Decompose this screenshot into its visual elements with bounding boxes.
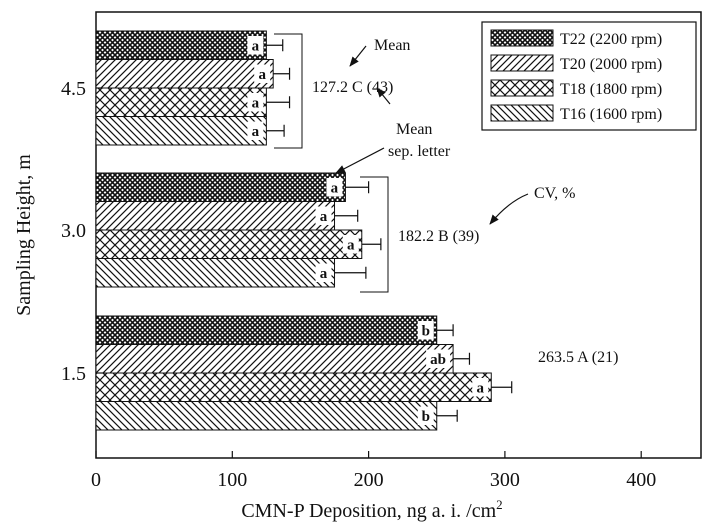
annotation-mean-arrow [349, 45, 367, 67]
x-tick-label-300: 300 [490, 469, 520, 491]
group-summary-3.0: 182.2 B (39) [398, 228, 479, 245]
sep-letter-4.5-series-2: a [258, 67, 266, 83]
bar-4.5-series-4 [95, 116, 267, 146]
annotation-arrow-to-mean [376, 87, 391, 105]
letter-box-4.5-series-2 [254, 64, 271, 83]
group-summary-4.5: 127.2 C (43) [312, 79, 393, 96]
annotation-mean: Mean [374, 37, 410, 54]
sep-letter-1.5-series-3: a [477, 380, 485, 396]
x-axis-title: CMN-P Deposition, ng a. i. /cm2 [241, 497, 502, 522]
annotation-mean-sep-letter: Mean sep. letter [388, 121, 451, 160]
letter-box-1.5-series-3 [472, 378, 489, 397]
letter-box-3.0-series-1 [326, 178, 343, 197]
x-tick-label-100: 100 [217, 469, 247, 491]
y-axis-title: Sampling Height, m [13, 154, 35, 316]
y-tick-label-4.5: 4.5 [61, 78, 86, 100]
bar-4.5-series-2 [95, 59, 274, 89]
group-bracket-4.5 [274, 33, 303, 149]
sep-letter-3.0-series-3: a [347, 237, 355, 253]
sep-letter-4.5-series-1: a [252, 38, 260, 54]
bar-1.5-series-1 [95, 315, 438, 345]
bar-3.0-series-1 [95, 172, 346, 202]
annotation-cv: CV, % [534, 185, 576, 202]
sep-letter-3.0-series-4: a [320, 266, 328, 282]
letter-box-4.5-series-4 [247, 121, 264, 140]
legend-label-3: T18 (1800 rpm) [560, 81, 662, 98]
letter-box-1.5-series-4 [417, 406, 434, 425]
annotation-arrow-to-letter [335, 147, 385, 174]
letter-box-3.0-series-2 [315, 206, 332, 225]
legend-swatch-4 [490, 104, 554, 122]
bar-3.0-series-3 [95, 229, 363, 259]
bar-3.0-series-2 [95, 201, 336, 231]
bar-3.0-series-4 [95, 258, 336, 288]
letter-box-1.5-series-2 [426, 349, 451, 368]
sep-letter-4.5-series-4: a [252, 124, 260, 140]
sep-letter-1.5-series-1: b [422, 323, 430, 339]
legend-label-2: T20 (2000 rpm) [560, 56, 662, 73]
bar-1.5-series-3 [95, 372, 492, 402]
x-tick-label-400: 400 [626, 469, 656, 491]
letter-box-4.5-series-1 [247, 36, 264, 55]
bar-1.5-series-4 [95, 401, 438, 431]
legend-label-1: T22 (2200 rpm) [560, 31, 662, 48]
sep-letter-4.5-series-3: a [252, 95, 260, 111]
letter-box-3.0-series-3 [342, 235, 359, 254]
sep-letter-3.0-series-1: a [331, 180, 339, 196]
legend-swatch-2 [490, 54, 554, 72]
legend-swatch-3 [490, 79, 554, 97]
y-tick-label-1.5: 1.5 [61, 363, 86, 385]
group-bracket-3.0 [360, 176, 389, 293]
bar-4.5-series-1 [95, 30, 267, 60]
ticks-layer: 0 100 200 300 400 4.5 3.0 1.5 [61, 78, 656, 491]
letter-box-3.0-series-4 [315, 263, 332, 282]
letter-box-1.5-series-1 [417, 321, 434, 340]
x-tick-label-200: 200 [354, 469, 384, 491]
legend-swatch-1 [490, 29, 554, 47]
annotations-layer: 127.2 C (43) 182.2 B (39) 263.5 A (21) Mean… [274, 33, 618, 366]
legend: T22 (2200 rpm) T20 (2000 rpm) T18 (1800 rp… [481, 21, 697, 131]
sep-letter-3.0-series-2: a [320, 209, 328, 225]
sep-letter-1.5-series-4: b [422, 409, 430, 425]
bar-4.5-series-3 [95, 87, 267, 117]
sep-letter-1.5-series-2: ab [430, 352, 446, 368]
legend-label-4: T16 (1600 rpm) [560, 106, 662, 123]
x-tick-label-0: 0 [91, 469, 101, 491]
bar-1.5-series-2 [95, 344, 454, 374]
letter-box-4.5-series-3 [247, 93, 264, 112]
group-summary-1.5: 263.5 A (21) [538, 349, 618, 366]
annotation-cv-arrow [489, 193, 529, 225]
y-tick-label-3.0: 3.0 [61, 220, 86, 242]
